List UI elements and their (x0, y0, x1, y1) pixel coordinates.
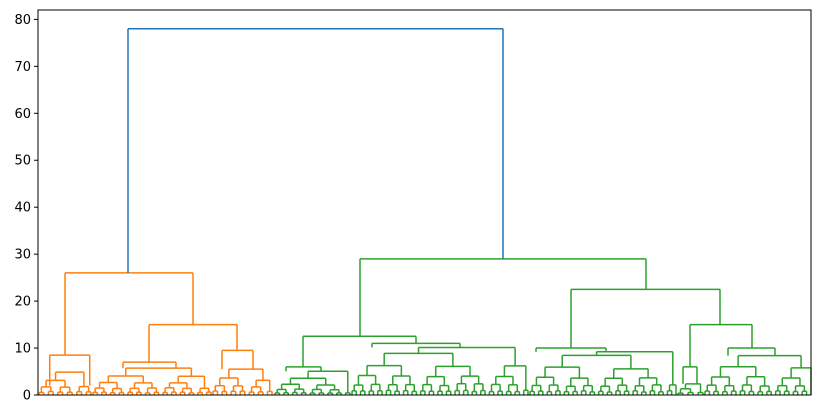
y-tick-label: 50 (14, 154, 31, 169)
y-tick-label: 30 (14, 248, 31, 263)
y-tick-label: 60 (14, 107, 31, 122)
y-axis: 0 10 20 30 40 50 60 70 80 (14, 13, 38, 401)
y-tick-label: 20 (14, 295, 31, 310)
y-tick-label: 10 (14, 342, 31, 357)
y-tick-label: 70 (14, 60, 31, 75)
y-tick-label: 40 (14, 201, 31, 216)
y-tick-label: 0 (23, 389, 31, 401)
dendrogram-links (38, 28, 812, 395)
y-tick-label: 80 (14, 13, 31, 28)
plot-frame (37, 9, 812, 396)
